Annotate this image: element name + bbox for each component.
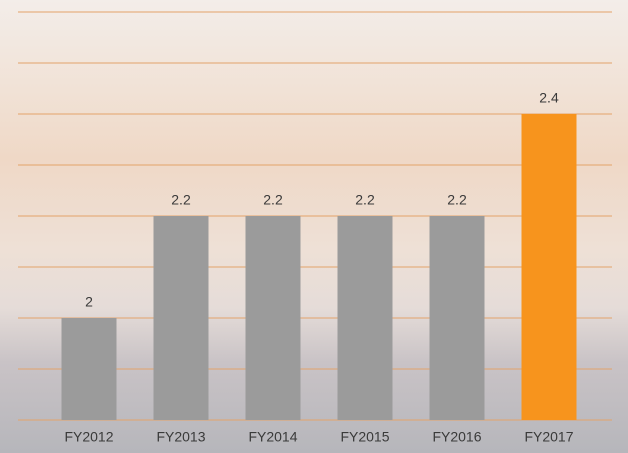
- x-tick-label: FY2015: [340, 429, 389, 445]
- bar: [153, 216, 209, 420]
- bar: [337, 216, 393, 420]
- x-tick-label: FY2017: [524, 429, 573, 445]
- value-label: 2.4: [539, 90, 559, 106]
- value-label: 2.2: [263, 192, 283, 208]
- bar: [429, 216, 485, 420]
- value-label: 2.2: [447, 192, 467, 208]
- x-tick-label: FY2014: [248, 429, 297, 445]
- x-tick-label: FY2016: [432, 429, 481, 445]
- value-label: 2.2: [355, 192, 375, 208]
- bar: [61, 318, 117, 420]
- bar: [245, 216, 301, 420]
- x-tick-label: FY2012: [64, 429, 113, 445]
- bar: [521, 114, 577, 420]
- x-tick-label: FY2013: [156, 429, 205, 445]
- value-label: 2.2: [171, 192, 191, 208]
- value-label: 2: [85, 294, 93, 310]
